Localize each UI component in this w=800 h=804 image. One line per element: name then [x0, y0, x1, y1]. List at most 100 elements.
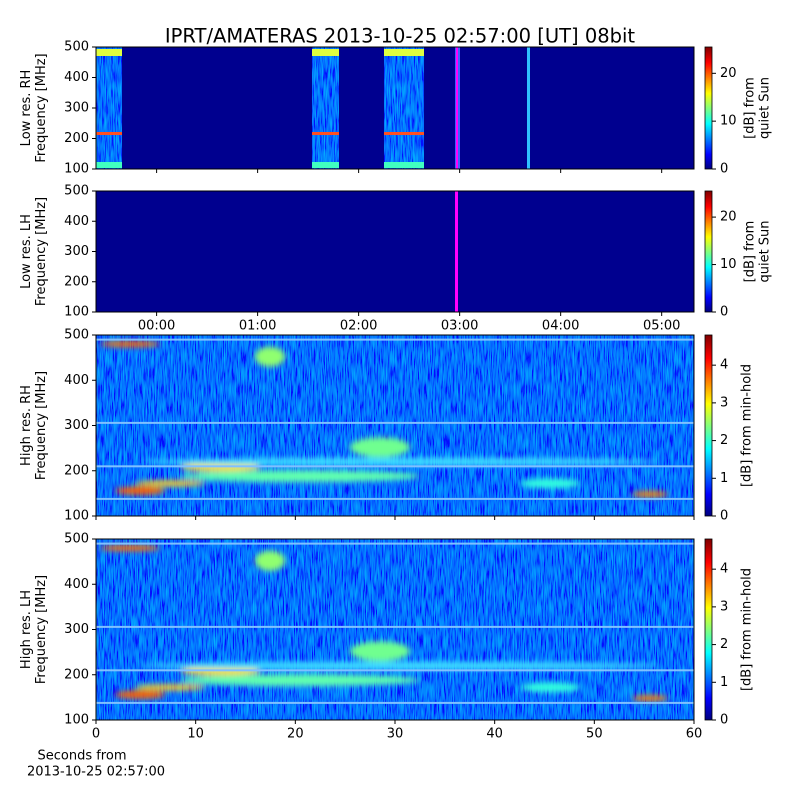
spectrogram-line [527, 47, 530, 169]
spectrogram-band [96, 132, 122, 135]
y-tick-label: 500 [64, 40, 89, 55]
colorbar-tick-label: 0 [720, 162, 728, 177]
spectrogram-texture [96, 47, 122, 169]
spectrogram-band [96, 625, 694, 628]
y-axis-label: High res. LH [19, 590, 34, 669]
y-tick-label: 400 [64, 577, 89, 592]
x-tick-label: 04:00 [542, 319, 579, 334]
colorbar-tick-label: 3 [720, 599, 728, 614]
x-tick-label: 05:00 [643, 319, 680, 334]
x-tick-label: 20 [287, 727, 304, 742]
spectrogram-band [96, 338, 694, 341]
spectrogram-blob [632, 695, 668, 702]
x-tick-label: 60 [686, 727, 703, 742]
y-tick-label: 400 [64, 373, 89, 388]
x-tick-label: 00:00 [138, 319, 175, 334]
y-tick-label: 100 [64, 305, 89, 320]
y-tick-label: 300 [64, 101, 89, 116]
spectrogram-band [384, 162, 424, 168]
spectrogram-blob [140, 661, 660, 670]
spectrogram-blob [135, 684, 205, 691]
colorbar-tick-label: 0 [720, 713, 728, 728]
spectrogram-texture [96, 335, 694, 516]
y-tick-label: 300 [64, 244, 89, 259]
colorbar-label: quiet Sun [758, 77, 773, 139]
panel [95, 538, 695, 721]
y-tick-label: 200 [64, 131, 89, 146]
colorbar-label: [dB] from [743, 221, 758, 283]
colorbar-tick-label: 2 [720, 433, 728, 448]
colorbar-label: [dB] from min-hold [740, 568, 755, 691]
spectrogram-band [96, 421, 694, 424]
spectrogram-band [96, 465, 694, 468]
spectrogram-blob [520, 682, 580, 693]
spectrogram-line [456, 47, 458, 169]
y-tick-label: 500 [64, 532, 89, 547]
spectrogram-line [455, 191, 458, 312]
y-tick-label: 500 [64, 184, 89, 199]
y-tick-label: 200 [64, 667, 89, 682]
spectrogram-blob [115, 486, 165, 495]
spectrogram-band [384, 49, 424, 56]
x-tick-label: 30 [387, 727, 404, 742]
figure-title: IPRT/AMATERAS 2013-10-25 02:57:00 [UT] 0… [165, 25, 636, 48]
y-axis-label: Frequency [MHz] [34, 197, 49, 306]
spectrogram [96, 191, 694, 312]
spectrogram-band [96, 701, 694, 704]
colorbar-label: [dB] from min-hold [740, 364, 755, 487]
panel [95, 334, 695, 517]
spectrogram-blob [115, 690, 165, 699]
y-tick-label: 400 [64, 214, 89, 229]
y-axis-label: Frequency [MHz] [34, 53, 49, 162]
y-tick-label: 100 [64, 509, 89, 524]
colorbar-label: [dB] from [743, 77, 758, 139]
spectrogram-band [312, 162, 339, 168]
spectrogram-blob [255, 550, 285, 571]
colorbar-tick-label: 1 [720, 675, 728, 690]
spectrogram-blob [180, 470, 420, 483]
colorbar-tick-label: 10 [720, 114, 737, 129]
panel [95, 190, 695, 313]
colorbar-label: quiet Sun [758, 220, 773, 282]
colorbar-tick-label: 20 [720, 210, 737, 225]
colorbar [704, 190, 713, 313]
spectrogram-band [96, 542, 694, 545]
spectrogram-band [96, 49, 122, 56]
colorbar-tick-label: 4 [720, 562, 728, 577]
y-axis-label: Low res. LH [19, 214, 34, 289]
colorbar [704, 538, 713, 721]
y-tick-label: 100 [64, 713, 89, 728]
colorbar [704, 46, 713, 170]
spectrogram-blob [135, 480, 205, 487]
spectrogram-blob [140, 457, 660, 466]
colorbar-tick-label: 0 [720, 509, 728, 524]
x-tick-label: 10 [187, 727, 204, 742]
y-axis-label: Frequency [MHz] [34, 575, 49, 684]
spectrogram-texture [384, 47, 424, 169]
spectrogram-texture [96, 539, 694, 720]
spectrogram-blob [255, 346, 285, 367]
y-axis-label: Frequency [MHz] [34, 371, 49, 480]
colorbar-tick-label: 0 [720, 305, 728, 320]
y-axis-label: Low res. RH [19, 70, 34, 147]
spectrogram-texture [312, 47, 339, 169]
x-tick-label: 01:00 [239, 319, 276, 334]
x-tick-label: 40 [486, 727, 503, 742]
spectrogram-band [96, 162, 122, 168]
y-tick-label: 100 [64, 162, 89, 177]
colorbar [704, 334, 713, 517]
x-axis-label: Seconds from [37, 749, 126, 764]
x-tick-label: 50 [586, 727, 603, 742]
y-axis-label: High res. RH [19, 385, 34, 466]
y-tick-label: 200 [64, 463, 89, 478]
x-tick-label: 02:00 [340, 319, 377, 334]
spectrogram-band [96, 669, 694, 672]
y-tick-label: 400 [64, 70, 89, 85]
colorbar-tick-label: 2 [720, 637, 728, 652]
spectrogram-blob [632, 491, 668, 498]
y-tick-label: 300 [64, 418, 89, 433]
y-tick-label: 300 [64, 622, 89, 637]
colorbar-tick-label: 20 [720, 66, 737, 81]
spectrogram-band [312, 132, 339, 135]
